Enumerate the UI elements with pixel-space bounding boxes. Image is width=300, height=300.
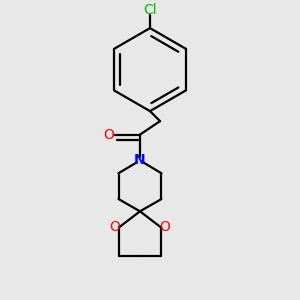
Text: Cl: Cl — [143, 2, 157, 16]
Text: O: O — [159, 220, 170, 234]
Text: O: O — [103, 128, 115, 142]
Text: N: N — [134, 153, 146, 167]
Text: O: O — [110, 220, 121, 234]
